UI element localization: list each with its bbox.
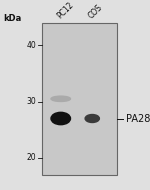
Ellipse shape	[51, 96, 70, 101]
Ellipse shape	[85, 115, 99, 123]
Text: 20: 20	[26, 153, 36, 162]
Ellipse shape	[51, 112, 70, 125]
Text: PA28β: PA28β	[126, 113, 150, 124]
Text: 40: 40	[26, 41, 36, 50]
Text: PC12: PC12	[55, 1, 75, 21]
Bar	[42, 23, 117, 175]
Text: 30: 30	[26, 97, 36, 106]
Text: kDa: kDa	[3, 14, 21, 23]
Text: COS: COS	[87, 3, 104, 21]
